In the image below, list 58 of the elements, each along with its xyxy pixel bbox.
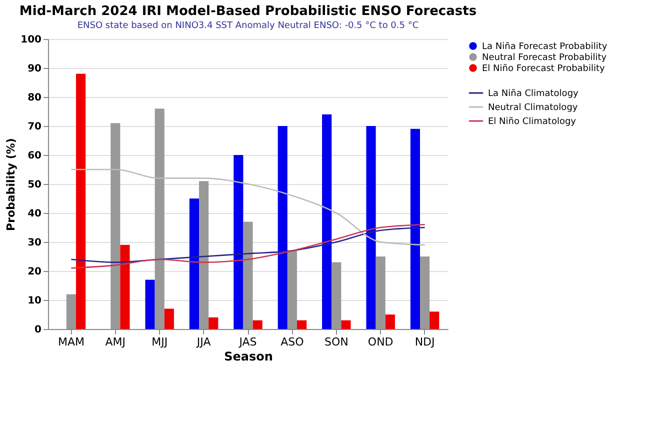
y-tick-label: 70 [28,122,42,132]
bar [385,314,395,329]
chart-subtitle: ENSO state based on NINO3.4 SST Anomaly Neutral ENSO: -0.5 °C to 0.5 °C [77,21,419,31]
y-tick-label: 90 [28,64,42,74]
line-series [70,226,426,263]
bar [189,198,200,329]
x-tick-label: MAM [58,336,84,348]
line-series [70,224,426,269]
bar [243,222,253,329]
legend-label: El Niño Forecast Probability [482,64,606,74]
legend-label: El Niño Climatology [488,117,577,127]
chart-title: Mid-March 2024 IRI Model-Based Probabilistic ENSO Forecasts [19,4,477,19]
bar [410,128,420,329]
bar [278,126,288,329]
bar [296,320,307,329]
x-tick-label: SON [324,336,348,348]
y-tick-label: 50 [28,180,42,190]
bar [252,320,262,329]
legend-label: Neutral Climatology [488,103,578,113]
bar [199,181,209,329]
bar [430,312,440,329]
bar [287,250,297,329]
bar [208,317,218,329]
bar [376,256,386,329]
bar [332,262,342,329]
legend-label: La Niña Climatology [488,89,580,99]
x-tick-label: ASO [280,336,304,348]
y-tick-label: 20 [28,266,42,278]
y-tick-label: 0 [34,324,42,336]
bar [164,308,174,329]
bar [120,244,130,329]
bar [322,114,332,329]
x-tick-label: OND [368,336,394,348]
x-tick-label: AMJ [105,336,126,348]
bar [76,74,86,329]
y-axis-title: Probability (%) [4,138,18,231]
x-tick-label: MJJ [152,336,168,348]
legend-label: Neutral Forecast Probability [482,53,608,63]
legend-label: La Niña Forecast Probability [482,42,608,52]
y-tick-label: 100 [20,34,42,46]
bar [154,108,164,329]
bar [110,123,120,329]
y-tick-label: 40 [28,208,42,220]
bar [366,126,376,329]
x-tick-label: JJA [196,336,212,348]
bar [145,280,155,329]
line-series [70,168,426,246]
bar [341,320,351,329]
y-tick-label: 80 [28,92,42,104]
bar [420,256,430,329]
bar [66,294,76,329]
y-tick-label: 60 [28,150,42,162]
y-tick-label: 30 [28,238,42,248]
x-axis-title: Season [224,350,273,364]
x-tick-label: JAS [238,336,257,348]
y-tick-label: 10 [28,296,42,306]
bar [234,155,244,329]
x-tick-label: NDJ [414,336,435,348]
